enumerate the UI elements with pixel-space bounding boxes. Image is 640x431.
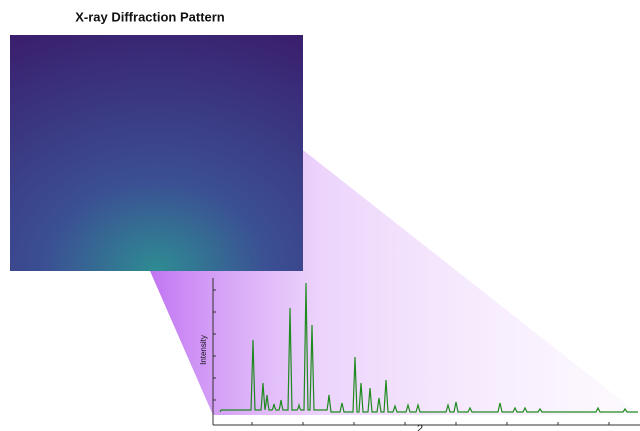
title: X-ray Diffraction Pattern xyxy=(75,9,225,24)
detector-background xyxy=(10,35,303,271)
y-axis-label: Intensity xyxy=(199,335,208,365)
plot: Intensity 2 xyxy=(199,278,640,431)
detector-image xyxy=(10,35,303,271)
spectrum xyxy=(219,282,638,413)
x-axis-label: 2 xyxy=(417,423,423,431)
